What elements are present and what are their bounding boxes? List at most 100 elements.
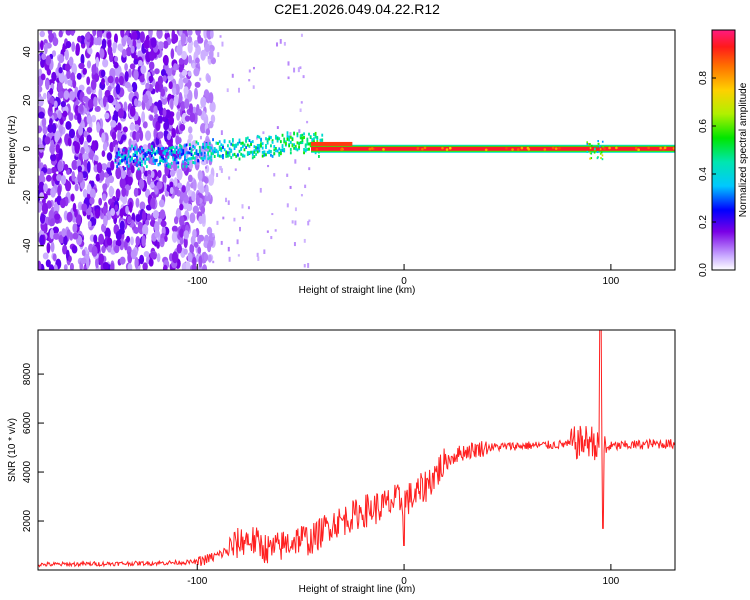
spectrogram-cell — [183, 230, 190, 240]
spectrogram-cell — [63, 163, 69, 171]
spectrogram-cell — [96, 36, 102, 46]
spectrogram-cell — [112, 41, 118, 50]
spectrogram-cell — [48, 264, 55, 270]
spectrogram-cell — [118, 228, 125, 235]
spectrogram-cell — [276, 139, 279, 143]
spectrogram-cell — [203, 156, 206, 160]
spectrogram-cell — [59, 123, 63, 134]
spectrogram-cell — [634, 147, 638, 150]
spectrogram-cell — [128, 138, 132, 148]
spectrogram-cell — [218, 147, 221, 151]
spectrogram-cell — [139, 31, 145, 43]
spectrogram-cell — [261, 154, 264, 158]
spectrogram-cell — [121, 153, 123, 157]
spectrogram-cell — [116, 154, 118, 158]
spectrogram-cell — [190, 153, 193, 157]
spectrogram-cell — [230, 142, 233, 146]
spectrogram-cell — [268, 149, 271, 153]
spectrogram-cell — [222, 216, 225, 220]
spectrogram-cell — [141, 235, 146, 247]
spectrogram-cell — [193, 146, 196, 150]
spectrogram-cell — [291, 138, 294, 142]
spectrogram-cell — [76, 72, 82, 80]
spectrogram-cell — [314, 135, 317, 139]
spectrogram-cell — [115, 239, 122, 247]
spectrogram-cell — [173, 63, 178, 71]
spectrogram-cell — [101, 150, 106, 158]
spectrogram-cell — [230, 149, 233, 153]
spectrogram-cell — [77, 125, 84, 136]
spectrogram-cell — [38, 203, 42, 213]
spectrogram-cell — [174, 150, 176, 154]
spectrogram-cell — [586, 150, 589, 153]
spectrogram-cell — [175, 135, 180, 146]
spectrogram-y-tick-label: 0 — [22, 146, 33, 152]
spectrogram-cell — [243, 154, 246, 158]
spectrogram-cell — [206, 226, 213, 236]
spectrogram-cell — [318, 154, 320, 158]
spectrogram-cell — [137, 148, 140, 152]
spectrogram-cell — [157, 146, 160, 150]
spectrogram-cell — [179, 144, 181, 148]
spectrogram-cell — [283, 140, 286, 144]
spectrogram-cell — [251, 140, 254, 144]
spectrogram-cell — [106, 152, 113, 161]
spectrogram-cell — [106, 31, 112, 40]
spectrogram-cell — [38, 95, 44, 107]
spectrogram-cell — [587, 142, 590, 145]
spectrogram-cell — [258, 135, 261, 139]
spectrogram-cell — [128, 201, 133, 213]
spectrogram-cell — [127, 155, 130, 159]
spectrogram-cell — [127, 152, 130, 156]
spectrogram-cell — [276, 42, 279, 47]
spectrogram-cell — [148, 75, 154, 83]
spectrogram-cell — [149, 114, 154, 121]
spectrogram-cell — [304, 149, 307, 153]
spectrogram-cell — [138, 178, 145, 190]
spectrogram-cell — [255, 152, 257, 156]
spectrogram-cell — [302, 75, 305, 79]
spectrogram-cell — [160, 88, 166, 97]
spectrogram-cell — [117, 129, 122, 142]
spectrogram-cell — [115, 167, 122, 180]
spectrogram-cell — [127, 164, 130, 168]
spectrogram-cell — [58, 54, 65, 64]
spectrogram-cell — [50, 187, 56, 198]
spectrogram-cell — [145, 204, 152, 211]
spectrogram-cell — [98, 197, 103, 206]
spectrogram-cell — [199, 185, 205, 194]
spectrogram-cell — [149, 50, 155, 62]
spectrogram-cell — [159, 156, 161, 160]
spectrogram-cell — [511, 148, 514, 151]
spectrogram-cell — [69, 262, 74, 270]
spectrogram-cell — [96, 162, 103, 174]
spectrogram-cell — [176, 168, 183, 181]
spectrogram-cell — [180, 101, 186, 111]
spectrogram-cell — [68, 255, 72, 263]
spectrogram-cell — [162, 54, 169, 65]
spectrogram-cell — [268, 151, 271, 155]
snr-y-tick-label: 4000 — [22, 460, 33, 483]
colorbar-label: Normalized spectral amplitude — [738, 82, 749, 217]
spectrogram-cell — [91, 64, 97, 75]
spectrogram-cell — [149, 251, 157, 259]
spectrogram-cell — [600, 151, 603, 154]
spectrogram-cell — [296, 132, 299, 136]
spectrogram-cell — [200, 49, 206, 61]
spectrogram-cell — [127, 263, 133, 270]
spectrogram-cell — [171, 225, 178, 233]
spectrogram-cell — [256, 143, 259, 147]
spectrogram-cell — [247, 206, 250, 210]
narrowband-line — [311, 146, 675, 151]
spectrogram-cell — [125, 46, 132, 57]
spectrogram-cell — [182, 151, 185, 155]
spectrogram-cell — [516, 148, 520, 151]
spectrogram-cell — [340, 148, 343, 151]
spectrogram-cell — [423, 146, 427, 150]
spectrogram-cell — [132, 152, 135, 156]
spectrogram-cell — [158, 199, 165, 208]
snr-x-tick-label: 100 — [603, 576, 620, 587]
spectrogram-cell — [121, 170, 127, 179]
spectrogram-cell — [263, 153, 266, 157]
spectrogram-cell — [599, 145, 601, 148]
